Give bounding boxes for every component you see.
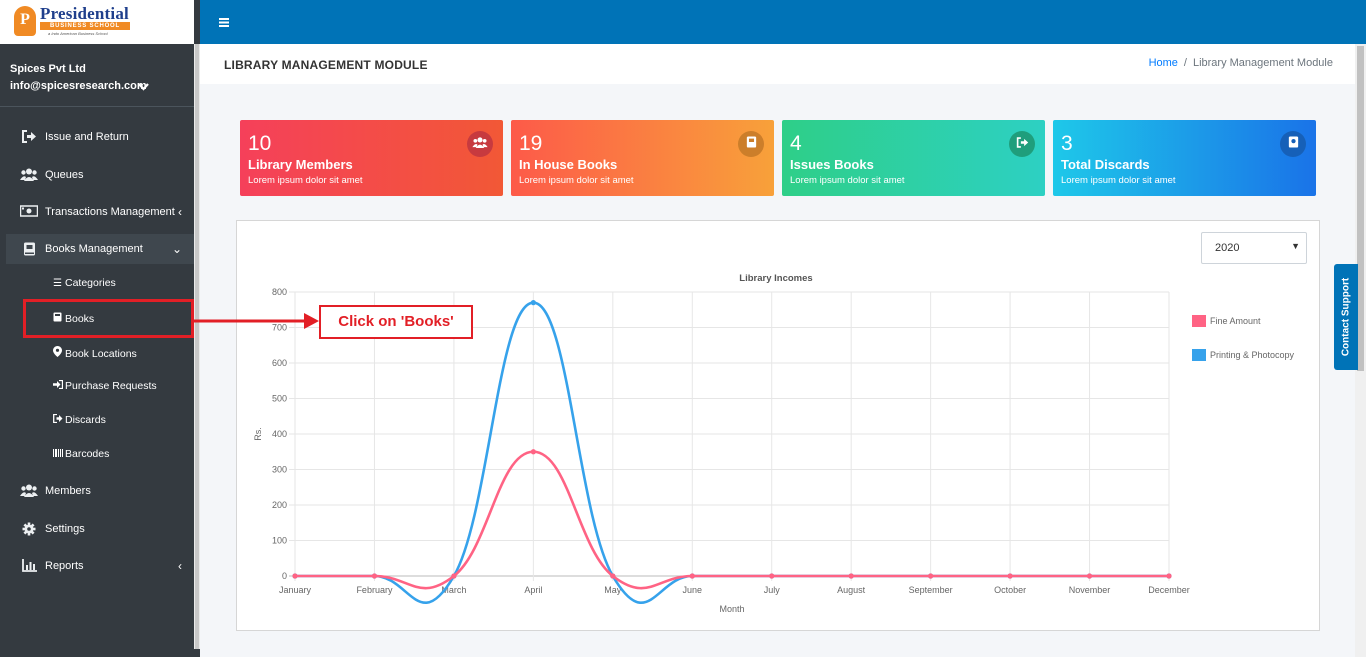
stat-card-library-members[interactable]: 10 Library Members Lorem ipsum dolor sit… — [240, 120, 503, 196]
barcode-icon — [53, 449, 65, 460]
sidebar-subitem-discards[interactable]: Discards — [53, 413, 106, 432]
sidebar-subitem-label: Barcodes — [65, 448, 110, 460]
sign-in-icon — [53, 379, 65, 392]
sign-out-icon — [53, 413, 65, 426]
page-title: LIBRARY MANAGEMENT MODULE — [224, 58, 428, 72]
breadcrumb-home-link[interactable]: Home — [1148, 57, 1178, 69]
legend-label: Printing & Photocopy — [1210, 350, 1295, 360]
book-icon — [738, 131, 764, 157]
bar-chart-icon — [20, 559, 38, 573]
sidebar-item-transactions-management[interactable]: Transactions Management ‹ — [6, 197, 194, 227]
book-discard-icon — [1280, 131, 1306, 157]
stat-title: Total Discards — [1061, 157, 1150, 172]
money-bill-icon — [19, 205, 39, 219]
chevron-left-icon: ‹ — [178, 205, 182, 219]
stat-card-issues-books[interactable]: 4 Issues Books Lorem ipsum dolor sit ame… — [782, 120, 1045, 196]
caret-down-icon: ▼ — [1291, 241, 1300, 251]
top-navbar — [200, 0, 1366, 44]
hamburger-menu-icon[interactable] — [219, 14, 229, 30]
content-header: LIBRARY MANAGEMENT MODULE Home / Library M… — [200, 44, 1355, 84]
annotation-label: Click on 'Books' — [319, 305, 473, 339]
breadcrumb-separator: / — [1183, 57, 1187, 69]
users-icon — [20, 168, 38, 182]
chevron-down-icon[interactable] — [138, 82, 149, 94]
stat-card-in-house-books[interactable]: 19 In House Books Lorem ipsum dolor sit … — [511, 120, 774, 196]
sidebar: P Presidential BUSINESS SCHOOL a Indo Am… — [0, 0, 200, 657]
sidebar-item-settings[interactable]: Settings — [6, 514, 194, 544]
logo-mark-icon: P — [14, 6, 36, 36]
sidebar-item-queues[interactable]: Queues — [6, 160, 194, 190]
sidebar-subitem-label: Books — [65, 313, 95, 325]
stat-title: Issues Books — [790, 157, 874, 172]
sidebar-item-label: Settings — [45, 523, 85, 535]
user-email: info@spicesresearch.com — [10, 80, 147, 92]
stat-title: Library Members — [248, 157, 353, 172]
book-icon — [20, 242, 38, 256]
sidebar-subitem-book-locations[interactable]: Book Locations — [53, 346, 137, 364]
chart-panel — [236, 220, 1320, 631]
stat-subtitle: Lorem ipsum dolor sit amet — [519, 175, 634, 186]
user-panel[interactable]: Spices Pvt Ltd info@spicesresearch.com — [0, 44, 194, 107]
users-icon — [20, 484, 38, 498]
logo-title: Presidential — [40, 4, 129, 23]
chevron-down-icon: ⌄ — [171, 242, 182, 256]
logo-tagline: a Indo American Business School — [48, 31, 108, 36]
sidebar-item-label: Transactions Management — [45, 206, 175, 218]
sidebar-subitem-label: Book Locations — [65, 348, 137, 360]
legend-swatch — [1192, 315, 1206, 327]
sidebar-subitem-categories[interactable]: ☰ Categories — [53, 277, 116, 295]
sidebar-subitem-label: Categories — [65, 277, 116, 289]
annotation-highlight-box — [23, 299, 194, 338]
chevron-left-icon: ‹ — [178, 559, 182, 573]
book-icon — [53, 312, 65, 325]
logo-subtitle: BUSINESS SCHOOL — [40, 22, 130, 30]
sidebar-item-label: Queues — [45, 169, 84, 181]
sidebar-item-books-management[interactable]: Books Management ⌄ — [6, 234, 194, 264]
stat-subtitle: Lorem ipsum dolor sit amet — [790, 175, 905, 186]
stat-subtitle: Lorem ipsum dolor sit amet — [1061, 175, 1176, 186]
breadcrumb-current: Library Management Module — [1192, 57, 1333, 69]
sidebar-item-issue-and-return[interactable]: Issue and Return — [6, 122, 194, 152]
year-select-value: 2020 — [1215, 242, 1240, 254]
sidebar-item-members[interactable]: Members — [6, 476, 194, 506]
stat-subtitle: Lorem ipsum dolor sit amet — [248, 175, 363, 186]
list-icon: ☰ — [53, 278, 62, 289]
sidebar-item-label: Members — [45, 485, 91, 497]
sidebar-item-label: Reports — [45, 560, 84, 572]
sidebar-subitem-barcodes[interactable]: Barcodes — [53, 448, 109, 466]
sidebar-subitem-books[interactable]: Books — [53, 312, 94, 330]
stat-value: 3 — [1061, 132, 1073, 155]
stat-value: 4 — [790, 132, 802, 155]
users-icon — [467, 131, 493, 157]
gear-icon — [20, 522, 38, 536]
sidebar-subitem-label: Purchase Requests — [65, 380, 157, 392]
sidebar-subitem-label: Discards — [65, 414, 106, 426]
map-marker-icon — [53, 346, 65, 360]
sidebar-subitem-purchase-requests[interactable]: Purchase Requests — [53, 379, 157, 398]
sidebar-item-reports[interactable]: Reports ‹ — [6, 551, 194, 581]
sign-out-icon — [1009, 131, 1035, 157]
stat-value: 19 — [519, 132, 543, 155]
legend-label: Fine Amount — [1210, 316, 1261, 326]
year-select[interactable]: 2020 ▼ — [1201, 232, 1307, 264]
sign-out-icon — [20, 130, 38, 144]
breadcrumb: Home / Library Management Module — [1149, 57, 1333, 69]
logo[interactable]: P Presidential BUSINESS SCHOOL a Indo Am… — [0, 0, 194, 44]
user-company: Spices Pvt Ltd — [10, 63, 86, 75]
main-scrollbar-thumb[interactable] — [1357, 46, 1364, 371]
stat-title: In House Books — [519, 157, 618, 172]
contact-support-label: Contact Support — [1340, 277, 1352, 357]
legend-swatch — [1192, 349, 1206, 361]
sidebar-scrollbar-thumb[interactable] — [195, 44, 199, 649]
stat-card-total-discards[interactable]: 3 Total Discards Lorem ipsum dolor sit a… — [1053, 120, 1316, 196]
sidebar-item-label: Issue and Return — [45, 131, 129, 143]
sidebar-item-label: Books Management — [45, 243, 143, 255]
stat-value: 10 — [248, 132, 272, 155]
contact-support-tab[interactable]: Contact Support — [1334, 264, 1358, 370]
